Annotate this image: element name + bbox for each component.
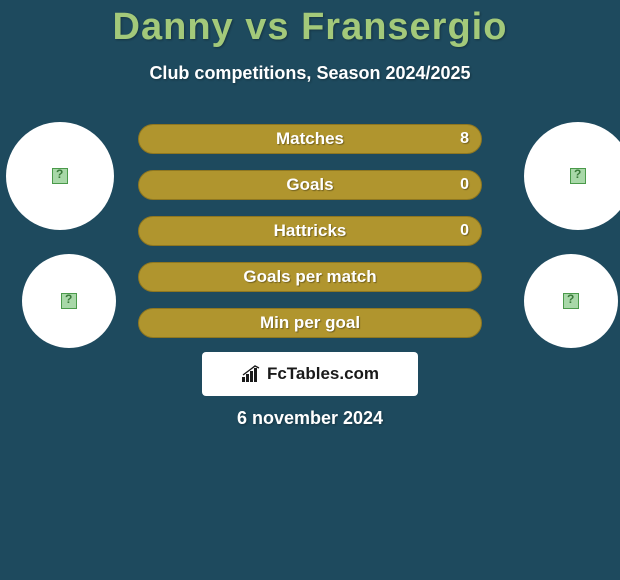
subtitle: Club competitions, Season 2024/2025 xyxy=(0,63,620,84)
stat-bar-goals-per-match: Goals per match xyxy=(138,262,482,292)
player2-small-avatar xyxy=(524,254,618,348)
bar-chart-icon xyxy=(241,365,263,383)
stat-value: 8 xyxy=(460,130,469,148)
stat-bar-min-per-goal: Min per goal xyxy=(138,308,482,338)
logo-box[interactable]: FcTables.com xyxy=(202,352,418,396)
logo-text: FcTables.com xyxy=(267,364,379,384)
stat-label: Goals xyxy=(286,175,333,195)
stat-bar-goals: Goals 0 xyxy=(138,170,482,200)
stat-label: Hattricks xyxy=(274,221,347,241)
image-placeholder-icon xyxy=(570,168,586,184)
stat-label: Goals per match xyxy=(243,267,376,287)
player1-small-avatar xyxy=(22,254,116,348)
stat-bar-hattricks: Hattricks 0 xyxy=(138,216,482,246)
image-placeholder-icon xyxy=(52,168,68,184)
image-placeholder-icon xyxy=(61,293,77,309)
stat-label: Matches xyxy=(276,129,344,149)
image-placeholder-icon xyxy=(563,293,579,309)
stat-label: Min per goal xyxy=(260,313,360,333)
stat-bar-matches: Matches 8 xyxy=(138,124,482,154)
date-text: 6 november 2024 xyxy=(0,408,620,429)
logo: FcTables.com xyxy=(241,364,379,384)
page-title: Danny vs Fransergio xyxy=(0,0,620,49)
player1-large-avatar xyxy=(6,122,114,230)
stat-value: 0 xyxy=(460,176,469,194)
stat-value: 0 xyxy=(460,222,469,240)
stats-bars: Matches 8 Goals 0 Hattricks 0 Goals per … xyxy=(138,124,482,354)
player2-large-avatar xyxy=(524,122,620,230)
